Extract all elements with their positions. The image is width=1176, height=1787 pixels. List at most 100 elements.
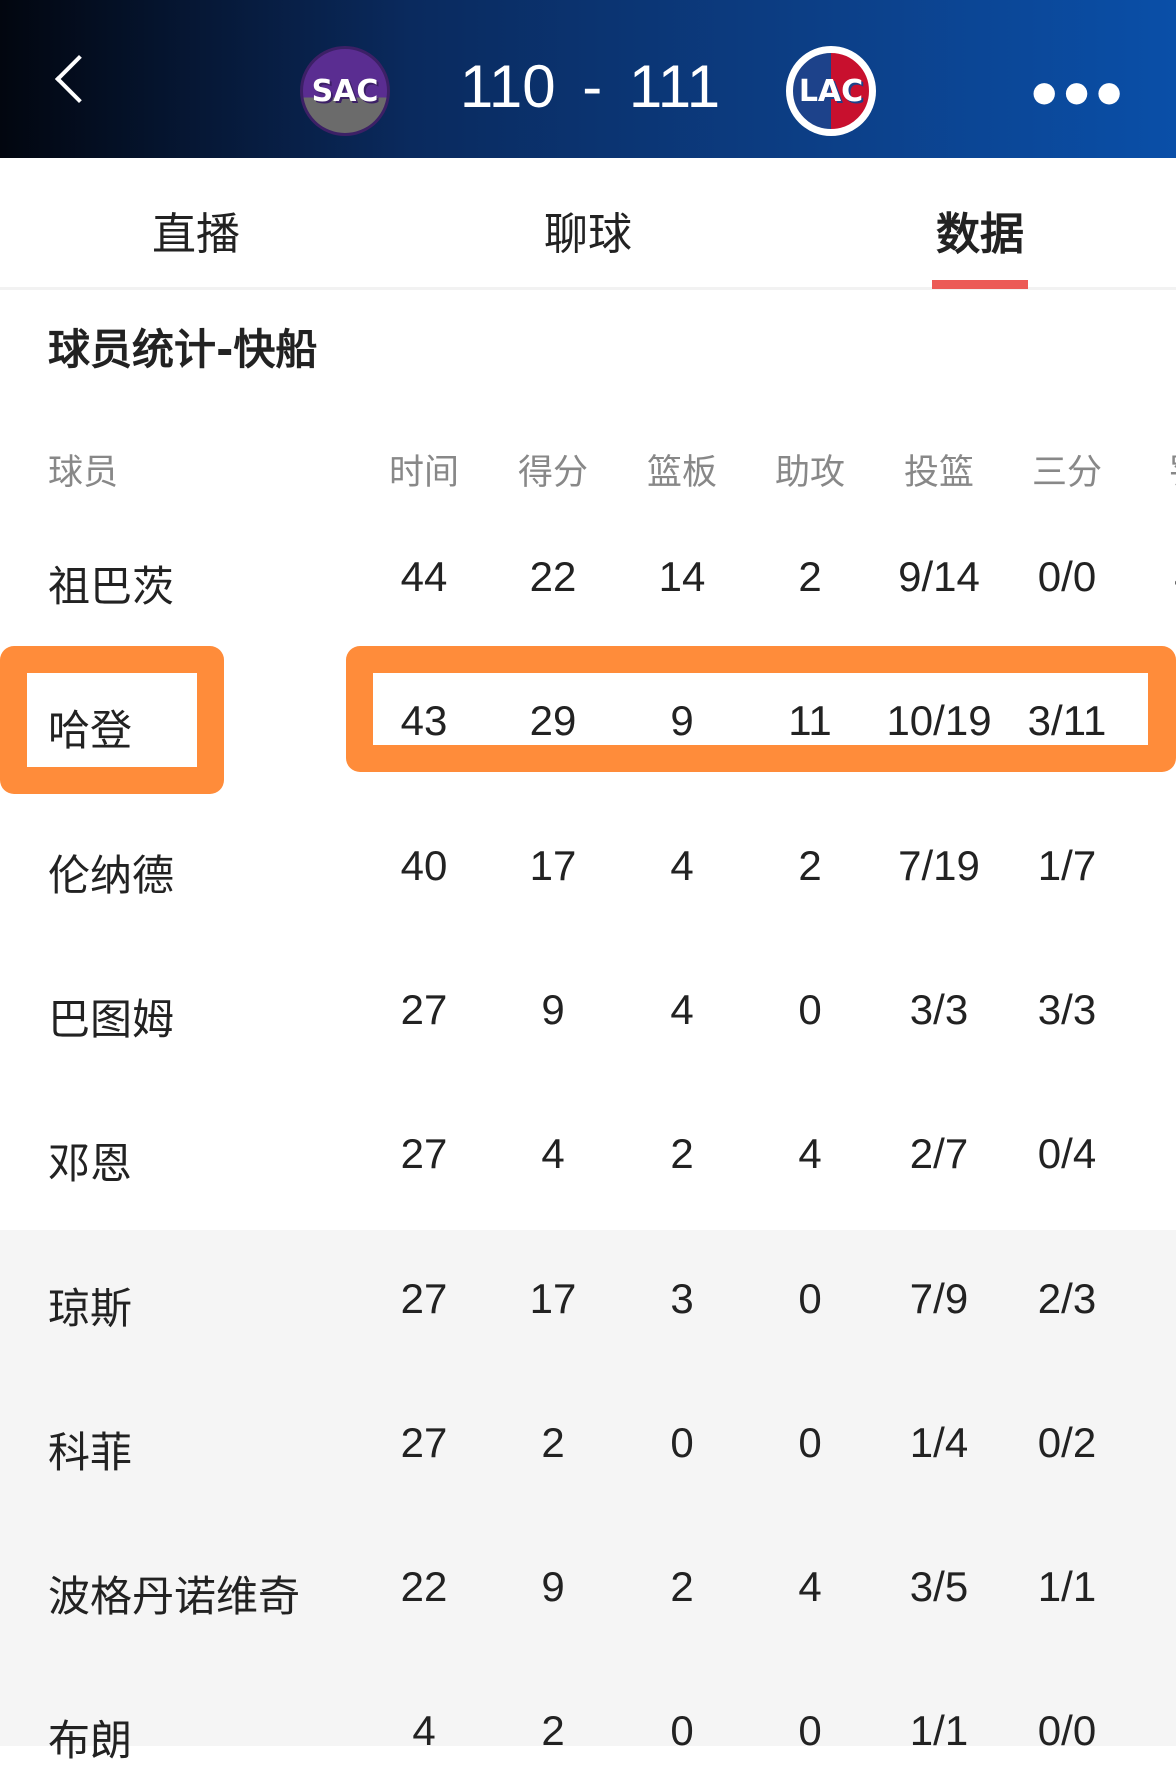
stat-cell: 40	[400, 841, 448, 889]
stat-cell: 4	[670, 985, 694, 1033]
player-name[interactable]: 祖巴茨	[48, 562, 175, 611]
column-header: 投篮	[903, 453, 975, 493]
stat-cell: 2	[670, 1563, 694, 1611]
player-name[interactable]: 伦纳德	[48, 850, 175, 900]
table-row[interactable]: 琼斯 27 17 3 0 7/9 2/3 1	[0, 1275, 1176, 1355]
stat-cell: 3/11	[1027, 697, 1107, 745]
stat-cell: 43	[400, 697, 448, 745]
stat-cell: 0	[1174, 1130, 1176, 1178]
stat-cell: 0	[670, 1707, 694, 1755]
scoreboard: 110 - 111	[440, 52, 740, 121]
stat-cell: 1/7	[1037, 841, 1097, 889]
stat-cell: 0/4	[1037, 1130, 1097, 1178]
stat-cell: 17	[529, 841, 577, 889]
table-row[interactable]: 科菲 27 2 0 0 1/4 0/2 0	[0, 1419, 1176, 1499]
stat-cell: 0	[798, 985, 822, 1033]
stat-cell: 4	[541, 1130, 565, 1178]
table-row[interactable]: 哈登 43 29 9 11 10/19 3/11	[0, 697, 1176, 777]
stat-cell: 27	[400, 985, 448, 1033]
stat-cell: 0/0	[1037, 1707, 1097, 1755]
tab-live[interactable]: 直播	[152, 209, 240, 260]
table-row[interactable]: 巴图姆 27 9 4 0 3/3 3/3 0	[0, 986, 1176, 1066]
table-row[interactable]: 邓恩 27 4 2 4 2/7 0/4 0	[0, 1130, 1176, 1210]
stat-cell: 0	[798, 1418, 822, 1466]
table-row[interactable]: 布朗 4 2 0 0 1/1 0/0 0	[0, 1707, 1176, 1787]
bench-background	[0, 1230, 1176, 1746]
player-name[interactable]: 布朗	[48, 1716, 133, 1766]
player-name[interactable]: 琼斯	[48, 1283, 133, 1333]
player-name[interactable]: 波格丹诺维奇	[48, 1572, 301, 1622]
stat-cell: 4	[670, 841, 694, 889]
more-icon[interactable]: ●●●	[1032, 75, 1130, 108]
column-header: 三分	[1031, 453, 1103, 493]
stat-cell: 2	[798, 553, 822, 600]
stat-cell: 0	[1174, 986, 1176, 1034]
player-name[interactable]: 巴图姆	[48, 994, 175, 1044]
table-header: 球员 时间 得分 篮板 助攻 投篮 三分 罚	[0, 444, 1176, 524]
away-team-logo[interactable]: LAC	[786, 46, 876, 136]
highlight-box-name	[0, 646, 224, 794]
home-score: 110	[459, 53, 556, 120]
stat-cell: 4	[1174, 553, 1176, 601]
stat-cell: 3/3	[1037, 985, 1097, 1033]
stat-cell: 27	[400, 1418, 448, 1466]
stat-cell: 3/5	[909, 1563, 969, 1611]
stat-cell: 0	[1174, 1707, 1176, 1755]
stat-cell: 44	[400, 553, 448, 600]
stat-cell: 3/3	[909, 985, 969, 1033]
player-name[interactable]: 邓恩	[48, 1139, 133, 1189]
away-team-abbr: LAC	[798, 73, 864, 109]
tab-bar: 直播 聊球 数据	[0, 158, 1176, 290]
away-score: 111	[628, 53, 721, 120]
stat-cell: 14	[658, 553, 706, 600]
stat-cell: 0	[798, 1707, 822, 1755]
stat-cell: 3	[670, 1274, 694, 1322]
stat-cell: 29	[529, 697, 577, 745]
stat-cell: 9	[541, 1563, 565, 1611]
stat-cell: 4	[412, 1707, 436, 1755]
column-header: 时间	[388, 453, 460, 493]
column-header: 得分	[517, 453, 589, 493]
column-header: 助攻	[774, 453, 846, 493]
tab-chat[interactable]: 聊球	[544, 209, 632, 260]
stat-cell: 0/2	[1037, 1418, 1097, 1466]
stat-cell: 2/7	[909, 1130, 969, 1178]
stat-cell: 2	[541, 1418, 565, 1466]
stat-cell: 2	[541, 1707, 565, 1755]
stat-cell: 1	[1174, 1275, 1176, 1323]
column-header: 罚	[1168, 444, 1176, 495]
stat-cell: 4	[798, 1563, 822, 1611]
stat-cell: 1/1	[909, 1707, 969, 1755]
home-team-logo[interactable]: SAC	[300, 46, 390, 136]
stat-cell: 10/19	[886, 697, 992, 745]
stat-cell: 2	[1174, 1563, 1176, 1611]
stat-cell: 9	[670, 697, 694, 745]
table-row[interactable]: 波格丹诺维奇 22 9 2 4 3/5 1/1 2	[0, 1563, 1176, 1643]
player-name[interactable]: 哈登	[48, 706, 133, 756]
back-icon[interactable]	[54, 54, 104, 104]
score-separator: -	[582, 53, 603, 120]
stat-cell: 4	[798, 1130, 822, 1178]
column-header: 篮板	[646, 453, 718, 493]
table-row[interactable]: 祖巴茨 44 22 14 2 9/14 0/0 4	[0, 553, 1176, 633]
stat-cell: 2	[670, 1130, 694, 1178]
highlight-box-stats	[346, 646, 1176, 772]
stat-cell: 22	[400, 1563, 448, 1611]
stat-cell: 7/19	[898, 841, 980, 889]
stat-cell: 1/4	[909, 1418, 969, 1466]
stat-cell: 17	[529, 1274, 577, 1322]
stat-cell: 27	[400, 1130, 448, 1178]
column-header: 球员	[48, 453, 119, 493]
game-header: SAC 110 - 111 LAC ●●●	[0, 0, 1176, 158]
stat-cell: 2	[798, 841, 822, 889]
stat-cell: 1/1	[1037, 1563, 1097, 1611]
home-team-abbr: SAC	[311, 73, 379, 109]
player-name[interactable]: 科菲	[48, 1427, 133, 1477]
stat-cell: 11	[788, 697, 832, 745]
tab-data[interactable]: 数据	[936, 209, 1024, 260]
section-title: 球员统计-快船	[48, 325, 318, 374]
table-row[interactable]: 伦纳德 40 17 4 2 7/19 1/7 2	[0, 842, 1176, 922]
stat-cell: 9/14	[898, 553, 980, 600]
stat-cell: 9	[541, 985, 565, 1033]
active-tab-indicator	[932, 280, 1028, 289]
